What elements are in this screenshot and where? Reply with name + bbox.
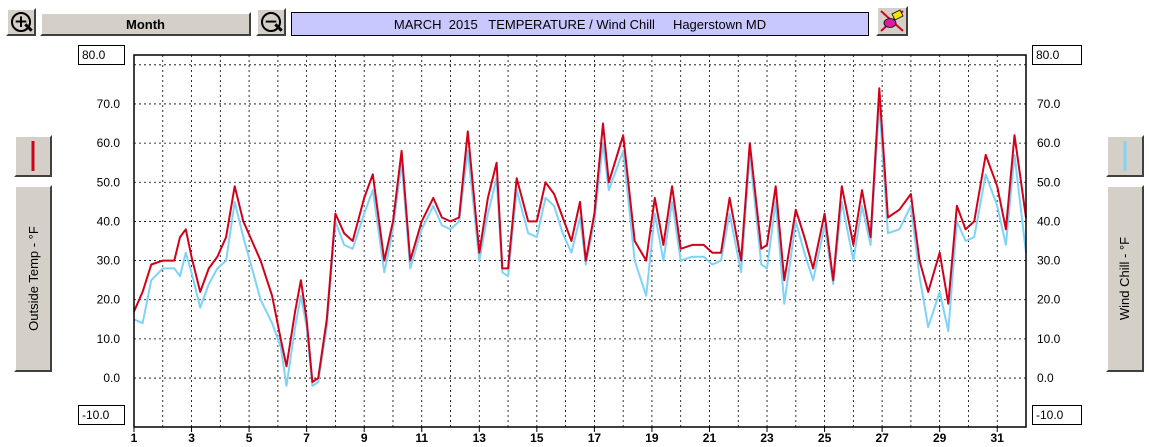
x-tick-label: 29 (933, 431, 947, 445)
series-lines (133, 87, 1027, 387)
outside-temp-line (133, 87, 1027, 383)
right-tick-label: 40.0 (1037, 214, 1061, 228)
x-tick-label: 21 (703, 431, 717, 445)
wind-chill-line (133, 102, 1027, 387)
x-tick-label: 9 (361, 431, 368, 445)
x-tick-label: 3 (188, 431, 195, 445)
x-tick-label: 19 (645, 431, 659, 445)
eraser-tool-button[interactable] (876, 6, 908, 36)
right-tick-label: 0.0 (1037, 371, 1054, 385)
outside-temp-legend-button[interactable] (14, 135, 52, 177)
wind-chill-axis-label: Wind Chill - °F (1117, 236, 1133, 321)
x-tick-label: 25 (818, 431, 832, 445)
left-tick-labels: 70.0 60.0 50.0 40.0 30.0 20.0 10.0 0.0 (97, 97, 121, 385)
grid (134, 55, 1026, 427)
x-tick-label: 7 (303, 431, 310, 445)
left-tick-label: 70.0 (97, 97, 121, 111)
x-tick-label: 27 (875, 431, 889, 445)
eraser-pencil-icon (880, 9, 904, 32)
zoom-out-button[interactable]: − (256, 8, 286, 36)
left-axis-bottom-box: -10.0 (78, 405, 125, 425)
plot-frame (133, 54, 1027, 428)
right-axis-bottom-box: -10.0 (1032, 405, 1082, 425)
left-tick-label: 30.0 (97, 254, 121, 268)
wind-chill-legend-button[interactable] (1106, 135, 1144, 177)
x-tick-label: 5 (246, 431, 253, 445)
x-tick-labels: 1 3 5 7 9 11 13 15 17 19 21 23 25 27 29 31 (131, 427, 1005, 445)
chart-title: MARCH 2015 TEMPERATURE / Wind Chill Hage… (291, 12, 869, 36)
x-tick-label: 23 (760, 431, 774, 445)
x-tick-label: 17 (588, 431, 602, 445)
right-axis-top-box: 80.0 (1032, 45, 1082, 65)
outside-temp-axis-button[interactable]: Outside Temp - °F (14, 185, 52, 372)
left-tick-label: 60.0 (97, 136, 121, 150)
outside-temp-legend-swatch (31, 141, 35, 171)
right-tick-label: 70.0 (1037, 97, 1061, 111)
x-tick-label: 1 (131, 431, 138, 445)
right-tick-label: 60.0 (1037, 136, 1061, 150)
x-tick-label: 13 (473, 431, 487, 445)
right-tick-label: 30.0 (1037, 254, 1061, 268)
period-month-button[interactable]: Month (40, 12, 251, 36)
left-tick-label: 50.0 (97, 175, 121, 189)
left-tick-label: 20.0 (97, 293, 121, 307)
x-tick-label: 31 (991, 431, 1005, 445)
left-axis-top-box: 80.0 (78, 45, 125, 65)
right-tick-label: 20.0 (1037, 293, 1061, 307)
outside-temp-axis-label: Outside Temp - °F (25, 226, 41, 331)
x-tick-label: 11 (415, 431, 428, 445)
x-tick-label: 15 (530, 431, 544, 445)
right-tick-labels: 70.0 60.0 50.0 40.0 30.0 20.0 10.0 0.0 (1037, 97, 1061, 385)
right-tick-label: 50.0 (1037, 175, 1061, 189)
left-tick-label: 0.0 (103, 371, 120, 385)
wind-chill-legend-swatch (1123, 141, 1127, 171)
zoom-in-button[interactable]: + (6, 8, 36, 36)
left-tick-label: 40.0 (97, 214, 121, 228)
right-tick-label: 10.0 (1037, 332, 1061, 346)
left-tick-label: 10.0 (97, 332, 121, 346)
wind-chill-axis-button[interactable]: Wind Chill - °F (1106, 185, 1144, 372)
